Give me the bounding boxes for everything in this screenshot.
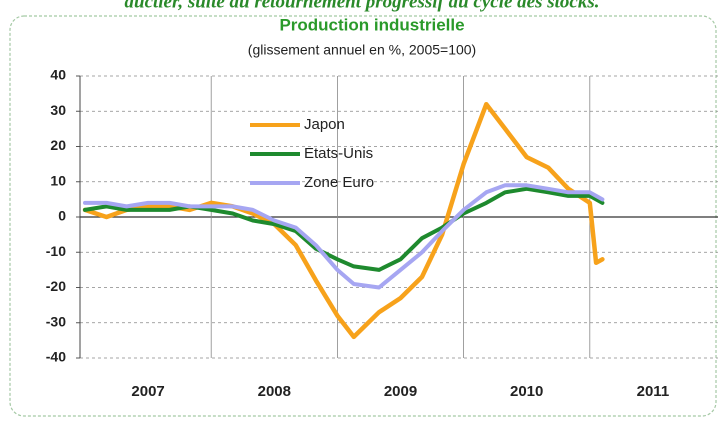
y-tick-label: 40: [50, 67, 66, 83]
y-tick-label: -10: [46, 243, 66, 259]
y-tick-label: -20: [46, 278, 66, 294]
y-tick-label: 30: [50, 102, 66, 118]
y-tick-label: -30: [46, 313, 66, 329]
y-tick-label: -40: [46, 349, 66, 365]
x-category-label: 2007: [131, 383, 164, 400]
chart-subtitle: (glissement annuel en %, 2005=100): [248, 42, 476, 58]
legend-label: Japon: [304, 116, 345, 133]
y-tick-label: 0: [58, 208, 66, 224]
chart-frame: [9, 15, 717, 417]
x-category-label: 2010: [510, 383, 543, 400]
series-line: [82, 101, 605, 340]
y-tick-label: 20: [50, 137, 66, 153]
y-tick-label: 10: [50, 172, 66, 188]
x-category-label: 2009: [384, 383, 417, 400]
series-line: [83, 186, 605, 272]
caption: ductier, suite au retournement progressi…: [125, 0, 600, 12]
legend-label: Zone Euro: [304, 174, 374, 191]
x-category-label: 2008: [258, 383, 291, 400]
x-category-label: 2011: [637, 383, 670, 400]
series-line: [83, 183, 605, 290]
chart-title: Production industrielle: [279, 15, 464, 34]
legend-label: Etats-Unis: [304, 145, 373, 162]
